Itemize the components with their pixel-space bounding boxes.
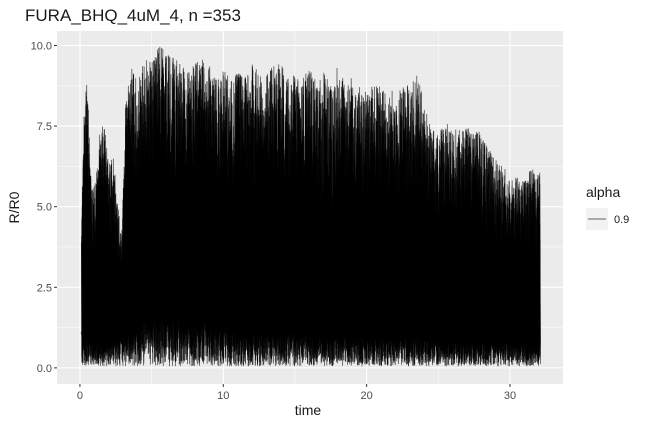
x-tick-label: 30 xyxy=(504,390,516,402)
axis-ticks: 0 10 20 30 0.0 2.5 5.0 7.5 10.0 xyxy=(31,41,517,402)
chart-title: FURA_BHQ_4uM_4, n =353 xyxy=(25,6,241,25)
y-tick-label: 2.5 xyxy=(37,282,52,294)
y-tick-label: 10.0 xyxy=(31,41,52,53)
series-trace xyxy=(81,56,541,367)
y-tick-label: 7.5 xyxy=(37,121,52,133)
x-axis-title: time xyxy=(295,402,322,418)
x-tick-label: 20 xyxy=(360,390,372,402)
series-baseline-trace xyxy=(80,303,541,345)
legend: alpha 0.9 xyxy=(586,184,629,230)
legend-title: alpha xyxy=(586,184,620,200)
y-tick-label: 0.0 xyxy=(37,363,52,375)
y-axis-title: R/R0 xyxy=(6,191,22,223)
x-tick-label: 10 xyxy=(217,390,229,402)
series-lines xyxy=(80,46,541,367)
legend-label: 0.9 xyxy=(614,214,629,226)
x-tick-label: 0 xyxy=(77,390,83,402)
y-tick-label: 5.0 xyxy=(37,202,52,214)
